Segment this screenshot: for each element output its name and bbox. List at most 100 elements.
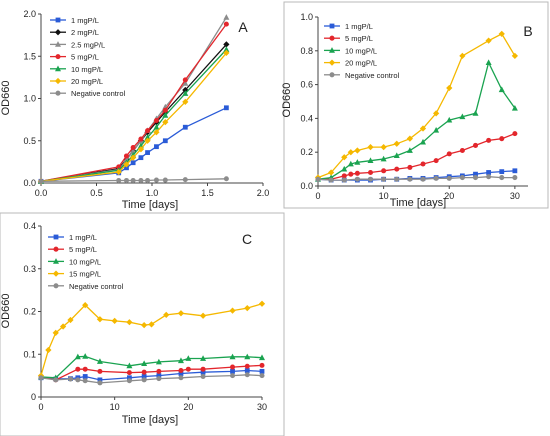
panel-a-series-line	[40, 52, 227, 182]
panel-c-data-point	[141, 374, 147, 379]
panel-a-legend-label: 2.5 mgP/L	[71, 40, 105, 49]
panel-b-x-tick-label: 30	[510, 191, 520, 201]
panel-a-legend-marker	[54, 77, 62, 85]
panel-b-data-point	[341, 177, 347, 183]
panel-b-data-point	[381, 168, 387, 174]
panel-a-y-tick-label: 1.0	[23, 94, 36, 104]
panel-a-data-point	[130, 154, 137, 161]
panel-c-data-point	[163, 311, 170, 319]
panel-b-legend-label: 1 mgP/L	[345, 22, 373, 31]
panel-c-data-point	[178, 375, 184, 381]
panel-b-legend-marker	[328, 59, 336, 66]
panel-c-data-point	[75, 366, 81, 372]
panel-a-series-6	[38, 176, 229, 184]
panel-b-legend-item: 5 mgP/L	[324, 34, 373, 43]
panel-c-legend-label: 5 mgP/L	[69, 245, 97, 254]
panel-c-legend-label: Negative control	[69, 282, 124, 291]
panel-c-data-point	[82, 374, 88, 379]
panel-c-data-point	[156, 376, 162, 382]
panel-c-data-point	[185, 366, 191, 372]
panel-c-data-point	[53, 377, 59, 383]
panel-b-y-tick-label: 0.6	[300, 80, 313, 90]
panel-a-data-point	[130, 144, 136, 151]
panel-b-data-point	[341, 154, 348, 161]
panel-b-series-2	[315, 59, 518, 182]
panel-a-series	[37, 14, 230, 185]
panel-c-data-point	[178, 371, 184, 376]
panel-b-series	[314, 30, 518, 183]
panel-c-legend-marker	[53, 246, 59, 252]
panel-a-data-point	[144, 134, 151, 140]
panel-b-data-point	[473, 171, 478, 177]
panel-b-data-point	[433, 158, 439, 164]
panel-c-legend-item: 15 mgP/L	[48, 270, 101, 279]
panel-a-data-point	[124, 165, 129, 171]
panel-a-legend-item: 2 mgP/L	[50, 28, 99, 37]
panel-b-data-point	[354, 147, 361, 154]
panel-a-data-point	[182, 177, 188, 183]
panel-c-data-point	[155, 358, 162, 365]
panel-c-legend-item: 10 mgP/L	[48, 257, 101, 266]
panel-c-legend-item: 1 mgP/L	[48, 233, 97, 242]
panel-a-legend-label: 1 mgP/L	[71, 16, 99, 25]
panel-a-legend-marker	[54, 29, 62, 36]
panel-b-data-point	[367, 157, 374, 164]
panel-a-legend-label: 10 mgP/L	[71, 65, 103, 74]
panel-c-data-point	[185, 355, 192, 361]
panel-b-data-point	[381, 176, 387, 182]
panel-a-data-point	[162, 107, 168, 113]
panel-a-data-point	[223, 14, 230, 20]
panel-b-data-point	[341, 173, 347, 179]
panel-c-data-point	[82, 301, 89, 309]
panel-c-legend-item: Negative control	[48, 282, 124, 291]
panel-a: 0.0 0.5 1.0 1.5 2.0 0.0 0.5 1.0 1.5 2.0 1 mgP/L 2 …	[0, 0, 284, 212]
panel-c-data-point	[244, 353, 251, 360]
panel-c-data-point	[74, 353, 81, 360]
panel-b-data-point	[367, 169, 374, 175]
panel-b-data-point	[347, 160, 354, 167]
panel-b-data-point	[393, 140, 400, 147]
panel-a-data-point	[162, 177, 168, 183]
panel-a-data-point	[223, 21, 229, 27]
panel-b-data-point	[459, 175, 465, 181]
panel-c-data-point	[148, 321, 155, 328]
panel-b-data-point	[406, 135, 413, 142]
panel-c-data-point	[52, 329, 59, 336]
panel-b-data-point	[419, 125, 427, 132]
panel-b-data-point	[341, 165, 348, 172]
panel-a-data-point	[182, 77, 188, 83]
panel-a-x-tick-label: 2.0	[257, 188, 270, 198]
panel-c-data-point	[156, 368, 162, 374]
panel-a-series-line	[40, 178, 227, 182]
panel-b-data-point	[499, 136, 505, 142]
panel-c-y-tick-label: 0	[31, 392, 36, 402]
panel-c-data-point	[96, 316, 104, 323]
panel-a-label: A	[238, 19, 248, 35]
panel-c-data-point	[259, 373, 265, 379]
panel-a-data-point	[162, 119, 169, 126]
panel-c-data-point	[177, 357, 184, 364]
panel-a-data-point	[162, 112, 169, 118]
panel-a-data-point	[223, 46, 230, 52]
panel-c-label: C	[242, 231, 252, 247]
panel-a-x-tick-label: 0.0	[35, 188, 48, 198]
panel-c-y-tick-label: 0.4	[23, 221, 36, 231]
panel-b-y-tick-label: 0.2	[300, 147, 313, 157]
panel-b-x-axis-label: Time [days]	[390, 197, 446, 209]
panel-c-data-point	[97, 380, 103, 386]
panel-c-data-point	[244, 368, 250, 373]
panel-a-legend-item: 2.5 mgP/L	[50, 40, 105, 49]
panel-b-series-1	[315, 131, 518, 182]
panel-a-x-tick-label: 1.5	[201, 188, 214, 198]
panel-c-data-point	[67, 316, 74, 324]
panel-a-data-point	[145, 177, 151, 183]
panel-c-legend-marker	[52, 270, 60, 277]
panel-c-y-tick-label: 0.2	[23, 307, 36, 317]
panel-a-legend-marker	[55, 41, 61, 47]
panel-c-data-point	[59, 323, 67, 330]
panel-c-legend-marker	[53, 283, 59, 289]
panel-a-data-point	[153, 117, 159, 123]
panel-b-data-point	[354, 176, 360, 182]
panel-a-y-tick-label: 1.5	[23, 51, 36, 61]
